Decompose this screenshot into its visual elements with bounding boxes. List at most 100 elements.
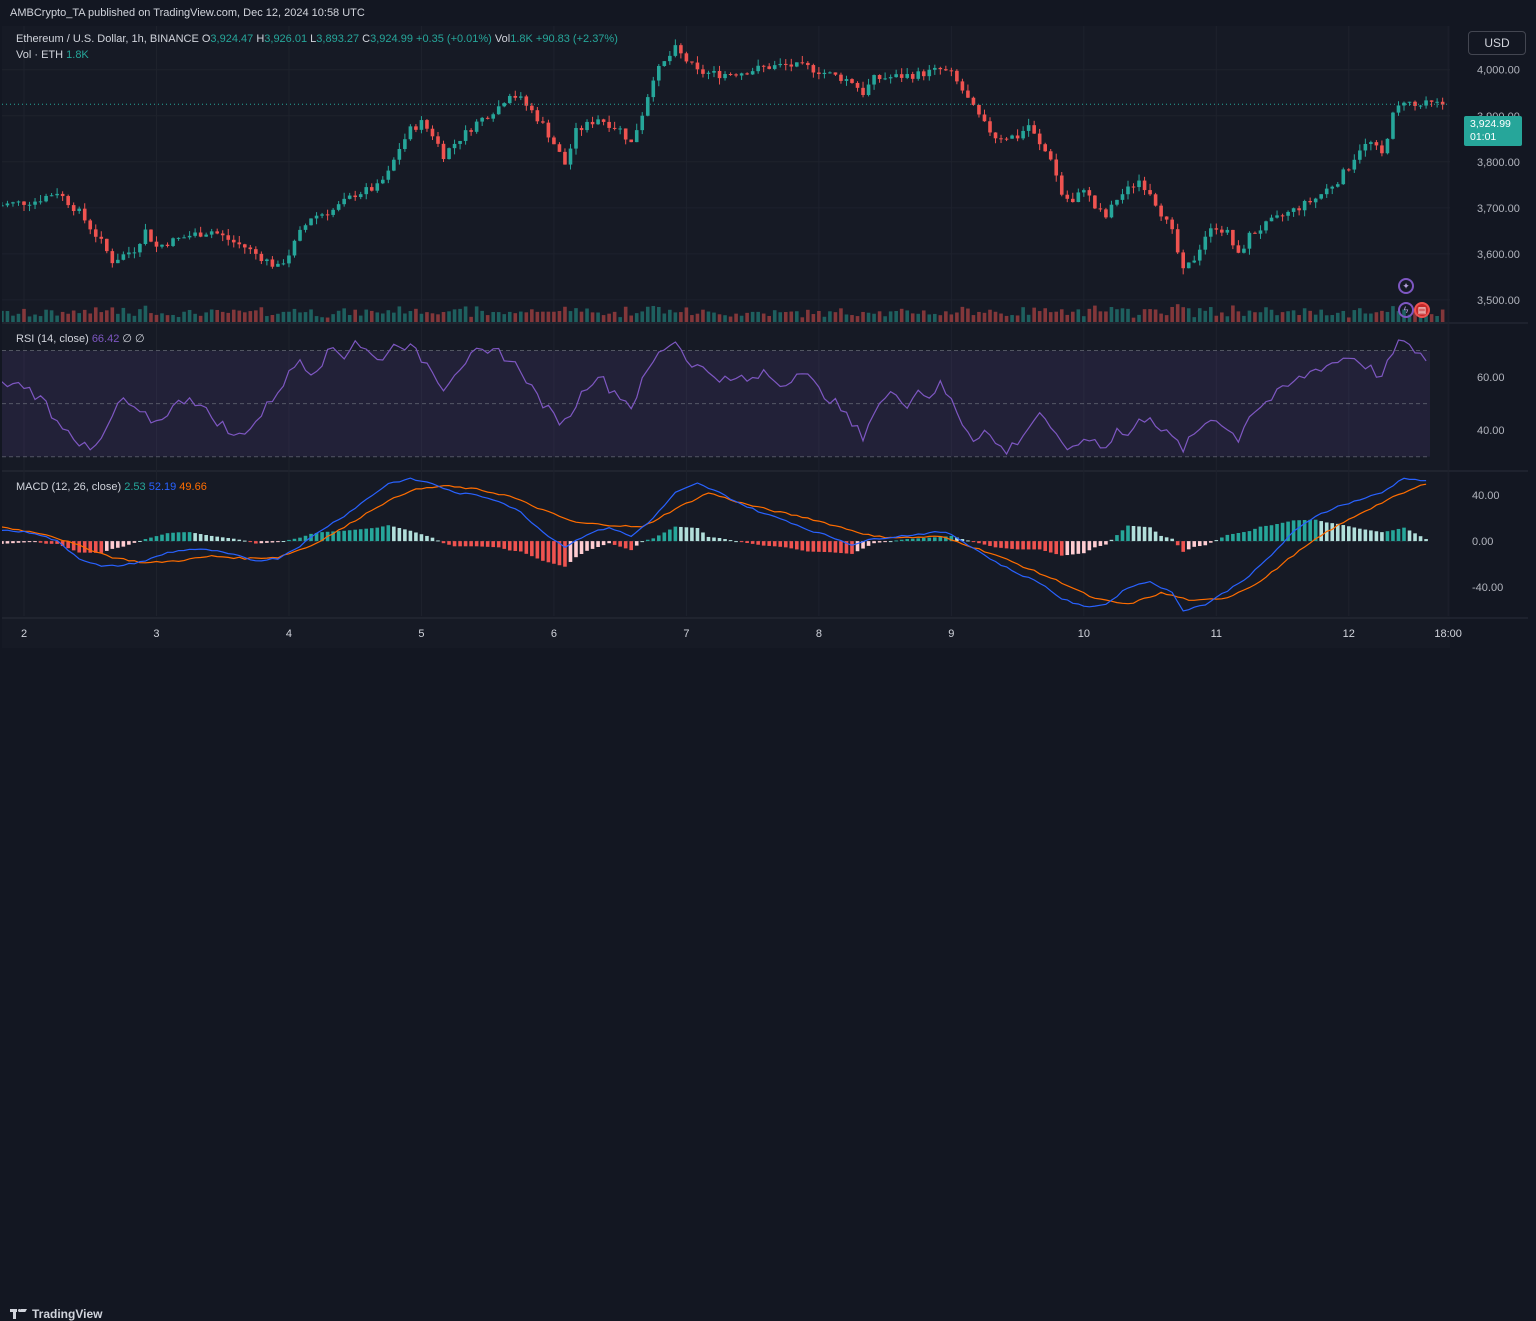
- macd-histogram-bar: [452, 541, 457, 547]
- candle-body: [673, 45, 678, 56]
- volume-bar: [469, 316, 473, 322]
- candle-body: [331, 209, 335, 215]
- macd-histogram-bar: [1385, 531, 1390, 542]
- tradingview-logo[interactable]: TradingView: [10, 1307, 102, 1321]
- volume-bar: [921, 310, 926, 322]
- volume-bar: [265, 316, 269, 322]
- volume-bar: [546, 311, 551, 322]
- candle-body: [71, 205, 76, 212]
- candle-body: [1192, 260, 1197, 263]
- candle-body: [1225, 229, 1230, 233]
- rsi-tick-label: 40.00: [1477, 425, 1505, 437]
- candle-body: [66, 196, 70, 206]
- ideas-icon[interactable]: ✦: [1398, 278, 1414, 294]
- volume-bar: [1120, 308, 1125, 322]
- macd-histogram-bar: [430, 537, 435, 542]
- volume-bar: [568, 311, 573, 322]
- macd-tick-label: -40.00: [1472, 582, 1503, 594]
- candle-body: [1159, 205, 1163, 217]
- volume-bar: [116, 313, 120, 322]
- macd-histogram-bar: [546, 541, 551, 563]
- candle-body: [480, 117, 484, 122]
- macd-histogram-bar: [966, 540, 970, 542]
- volume-bar: [811, 314, 816, 322]
- candle-body: [248, 247, 253, 250]
- macd-histogram-bar: [447, 541, 451, 545]
- volume-bar: [105, 310, 109, 322]
- macd-label: MACD (12, 26, close): [16, 481, 122, 493]
- macd-histogram-bar: [231, 538, 236, 542]
- time-tick-label: 7: [683, 628, 689, 640]
- volume-bar: [121, 307, 126, 322]
- macd-histogram-bar: [1164, 537, 1169, 542]
- volume-bar: [1209, 307, 1213, 322]
- chart-svg[interactable]: 4,000.003,900.003,800.003,700.003,600.00…: [0, 26, 1528, 648]
- candle-body: [734, 74, 738, 76]
- volume-bar: [237, 310, 242, 322]
- currency-button[interactable]: USD: [1468, 31, 1526, 55]
- candle-body: [568, 148, 573, 165]
- macd-histogram-bar: [1015, 541, 1020, 550]
- macd-histogram-bar: [634, 541, 639, 546]
- volume-bar: [0, 310, 4, 322]
- macd-histogram-bar: [690, 527, 694, 542]
- macd-histogram-bar: [1115, 535, 1119, 542]
- candle-body: [143, 229, 148, 244]
- candle-body: [1330, 186, 1335, 189]
- candle-body: [949, 70, 954, 72]
- candle-body: [1026, 125, 1031, 131]
- macd-histogram-bar: [1424, 539, 1428, 542]
- macd-histogram-bar: [513, 541, 518, 551]
- volume-bar: [1159, 313, 1163, 322]
- macd-histogram-bar: [944, 536, 948, 542]
- volume-bar: [1435, 315, 1439, 322]
- volume-bar: [1181, 307, 1185, 322]
- volume-bar: [739, 315, 744, 322]
- tradingview-mark-icon: [10, 1308, 28, 1320]
- macd-histogram-bar: [519, 541, 523, 552]
- macd-histogram-bar: [750, 541, 755, 544]
- volume-bar: [88, 313, 93, 322]
- candle-body: [1269, 217, 1274, 222]
- candle-body: [701, 69, 705, 74]
- macd-histogram-bar: [77, 541, 81, 553]
- candle-body: [552, 137, 556, 145]
- macd-histogram-bar: [1186, 541, 1191, 550]
- chart-area[interactable]: 4,000.003,900.003,800.003,700.003,600.00…: [0, 26, 1528, 648]
- rsi-label: RSI (14, close): [16, 333, 89, 345]
- volume-bar: [530, 309, 534, 322]
- candle-body: [11, 202, 15, 204]
- candle-body: [993, 132, 998, 139]
- macd-histogram-bar: [248, 541, 253, 543]
- volume-bar: [49, 310, 54, 322]
- volume-bar: [817, 310, 821, 322]
- candle-body: [33, 201, 37, 205]
- macd-histogram-bar: [877, 541, 882, 543]
- candle-body: [452, 143, 457, 149]
- macd-histogram-bar: [121, 541, 126, 547]
- volume-bar: [1026, 314, 1031, 322]
- volume-bar: [728, 316, 733, 322]
- candle-body: [127, 252, 131, 255]
- candle-body: [336, 204, 341, 210]
- macd-histogram-bar: [817, 541, 821, 552]
- macd-histogram-bar: [734, 541, 738, 543]
- candlesticks: [0, 39, 1450, 275]
- volume-bar: [314, 316, 319, 322]
- volume-bar: [877, 311, 882, 322]
- volume-bar: [1253, 312, 1257, 322]
- volume-bar: [795, 311, 799, 322]
- macd-histogram-bar: [1402, 527, 1406, 542]
- candle-body: [198, 232, 203, 237]
- volume-bar: [458, 308, 462, 322]
- macd-histogram-bar: [1319, 521, 1323, 542]
- macd-histogram-bar: [568, 541, 573, 562]
- macd-histogram-bar: [596, 541, 600, 547]
- rsi-value: 66.42: [91, 333, 120, 345]
- macd-histogram-bar: [276, 541, 280, 543]
- macd-signal-value: 49.66: [179, 481, 207, 493]
- volume-bar: [419, 313, 424, 322]
- lightning-icon[interactable]: ϟ: [1398, 302, 1414, 318]
- us-flag-icon[interactable]: ▤: [1414, 302, 1430, 318]
- macd-histogram-bar: [800, 541, 805, 551]
